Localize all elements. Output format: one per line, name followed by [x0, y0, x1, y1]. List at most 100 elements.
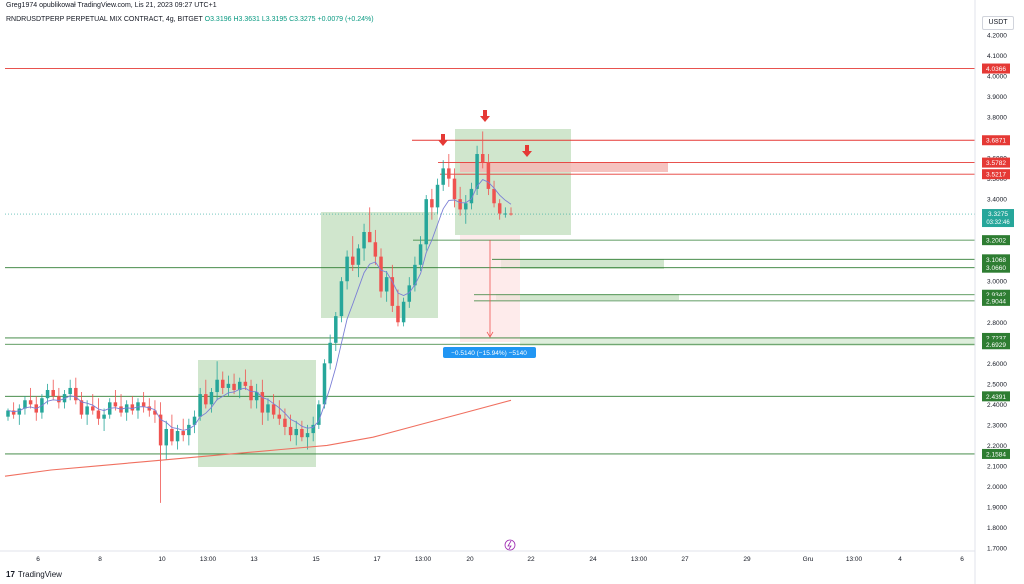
- candle[interactable]: [390, 277, 395, 306]
- candle[interactable]: [435, 184, 440, 208]
- current-price-tag[interactable]: [982, 209, 1014, 228]
- candle[interactable]: [300, 428, 304, 438]
- candle[interactable]: [351, 256, 355, 265]
- resistance-price-tag[interactable]: [982, 169, 1010, 180]
- support-price-tag[interactable]: [982, 391, 1010, 402]
- candle[interactable]: [221, 379, 225, 388]
- candle[interactable]: [362, 231, 366, 249]
- candle[interactable]: [187, 424, 191, 436]
- candle[interactable]: [85, 406, 89, 415]
- candle[interactable]: [254, 392, 259, 401]
- currency-button[interactable]: USDT: [982, 16, 1014, 30]
- candle[interactable]: [311, 424, 315, 434]
- support-price-tag[interactable]: [982, 289, 1010, 300]
- support-price-tag[interactable]: [982, 262, 1010, 273]
- resistance-price-tag[interactable]: [982, 63, 1010, 74]
- candle[interactable]: [96, 410, 101, 419]
- candle[interactable]: [322, 363, 327, 405]
- candle[interactable]: [509, 213, 513, 215]
- candle[interactable]: [283, 418, 287, 427]
- resistance-price-tag[interactable]: [982, 157, 1010, 168]
- support-zone-2.9[interactable]: [496, 294, 679, 300]
- candle[interactable]: [215, 379, 219, 393]
- demand-zone-1[interactable]: [198, 360, 316, 467]
- candle[interactable]: [384, 277, 389, 292]
- candle[interactable]: [367, 231, 372, 243]
- candle[interactable]: [113, 402, 118, 407]
- candle[interactable]: [192, 416, 197, 425]
- candle[interactable]: [124, 404, 129, 413]
- candle[interactable]: [475, 154, 479, 189]
- candle[interactable]: [503, 213, 508, 215]
- support-zone-3.1[interactable]: [501, 259, 664, 269]
- candle[interactable]: [249, 385, 253, 401]
- symbol-name[interactable]: RNDRUSDTPERP PERPETUAL MIX CONTRACT, 4g,…: [6, 16, 203, 23]
- candle[interactable]: [226, 383, 231, 388]
- candle[interactable]: [28, 400, 33, 405]
- candle[interactable]: [407, 285, 412, 302]
- lightning-icon[interactable]: [504, 539, 516, 551]
- candle[interactable]: [447, 168, 451, 179]
- candle[interactable]: [91, 406, 95, 411]
- candle[interactable]: [317, 404, 321, 425]
- candle[interactable]: [130, 404, 135, 411]
- supply-zone-red[interactable]: [460, 162, 668, 172]
- candle[interactable]: [492, 188, 496, 204]
- support-price-tag[interactable]: [982, 339, 1010, 350]
- support-price-tag[interactable]: [982, 295, 1010, 306]
- candle[interactable]: [243, 381, 248, 386]
- candle[interactable]: [6, 410, 10, 417]
- candle[interactable]: [424, 199, 428, 245]
- candle[interactable]: [79, 400, 84, 415]
- candle[interactable]: [379, 256, 383, 292]
- support-price-tag[interactable]: [982, 332, 1010, 343]
- candle[interactable]: [147, 406, 152, 411]
- support-price-tag[interactable]: [982, 448, 1010, 459]
- candle[interactable]: [373, 242, 378, 257]
- candle[interactable]: [68, 387, 72, 395]
- candle[interactable]: [469, 188, 474, 204]
- candle[interactable]: [74, 387, 78, 401]
- candle[interactable]: [430, 199, 434, 208]
- candle[interactable]: [237, 381, 242, 390]
- candle[interactable]: [17, 408, 22, 415]
- candle[interactable]: [356, 248, 361, 265]
- candle[interactable]: [45, 389, 50, 399]
- candle[interactable]: [170, 428, 174, 442]
- support-price-tag[interactable]: [982, 254, 1010, 265]
- candle[interactable]: [204, 394, 208, 405]
- candle[interactable]: [209, 392, 214, 405]
- candle[interactable]: [266, 404, 270, 413]
- candle[interactable]: [334, 316, 338, 343]
- candle[interactable]: [141, 402, 146, 407]
- candle[interactable]: [328, 342, 332, 364]
- candle[interactable]: [288, 426, 293, 436]
- candle[interactable]: [153, 410, 157, 415]
- candle[interactable]: [164, 428, 168, 446]
- candle[interactable]: [413, 264, 417, 286]
- candle[interactable]: [175, 431, 180, 442]
- resistance-price-tag[interactable]: [982, 135, 1010, 146]
- candle[interactable]: [51, 389, 55, 397]
- candle[interactable]: [452, 178, 457, 200]
- candle[interactable]: [260, 392, 265, 413]
- candle[interactable]: [181, 431, 185, 436]
- candle[interactable]: [11, 410, 16, 415]
- candle[interactable]: [305, 433, 310, 438]
- candle[interactable]: [441, 168, 445, 185]
- candle[interactable]: [271, 404, 276, 415]
- candle[interactable]: [497, 203, 502, 214]
- candle[interactable]: [418, 244, 423, 265]
- candle[interactable]: [464, 203, 468, 210]
- candle[interactable]: [232, 383, 236, 390]
- candle[interactable]: [480, 154, 485, 163]
- candle[interactable]: [396, 305, 400, 323]
- candle[interactable]: [345, 256, 349, 282]
- down-arrow-icon[interactable]: [480, 116, 490, 122]
- down-arrow-icon[interactable]: [438, 140, 448, 146]
- candle[interactable]: [102, 414, 106, 419]
- candle[interactable]: [57, 396, 61, 403]
- support-price-tag[interactable]: [982, 235, 1010, 246]
- candle[interactable]: [277, 414, 282, 419]
